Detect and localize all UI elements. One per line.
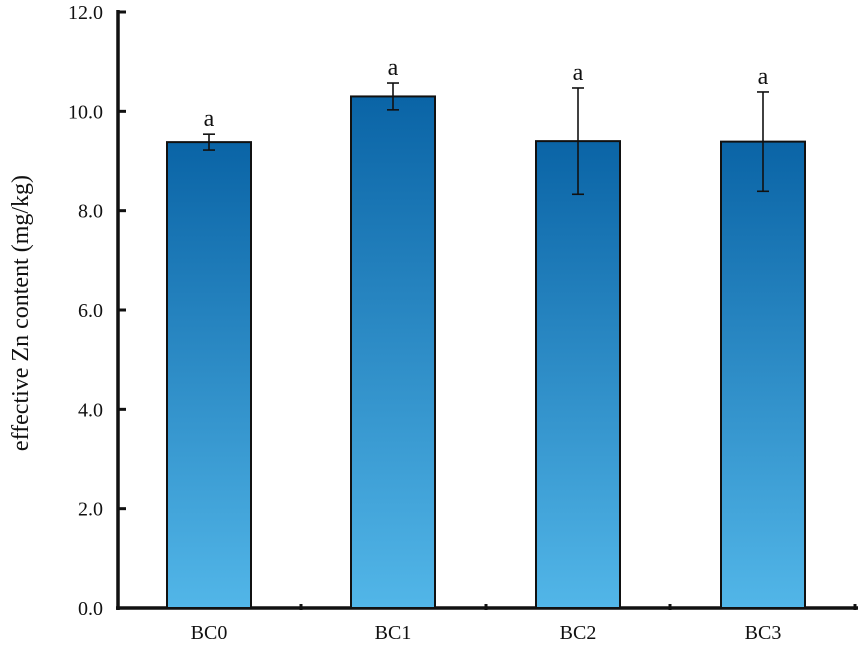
error-bars [203, 82, 769, 196]
y-tick-label: 12.0 [68, 2, 103, 24]
x-tick-label: BC2 [560, 622, 597, 644]
bar-bc0 [166, 141, 252, 609]
significance-label: a [573, 60, 584, 86]
error-bar-bc0 [203, 133, 215, 151]
bar-bc2 [535, 140, 621, 609]
labels: a a a a 0.0 2.0 4.0 6.0 8.0 10.0 12.0 BC0 BC1 BC2 BC3 [68, 2, 781, 644]
significance-label: a [388, 55, 399, 81]
bar-bc3 [720, 140, 806, 609]
bar-bc1 [350, 95, 436, 610]
y-axis-title: effective Zn content (mg/kg) [8, 175, 34, 451]
error-bar-bc2 [572, 87, 584, 196]
y-tick-label: 8.0 [78, 201, 103, 223]
bars [166, 95, 806, 610]
significance-label: a [758, 64, 769, 90]
x-tick-label: BC3 [745, 622, 782, 644]
y-tick-label: 6.0 [78, 300, 103, 322]
x-tick-label: BC1 [375, 622, 412, 644]
y-tick-label: 10.0 [68, 101, 103, 123]
error-bar-bc3 [757, 91, 769, 193]
y-tick-label: 2.0 [78, 499, 103, 521]
significance-label: a [204, 106, 215, 132]
error-bar-bc1 [387, 82, 399, 111]
x-tick-label: BC0 [191, 622, 228, 644]
y-tick-label: 0.0 [78, 598, 103, 620]
y-tick-label: 4.0 [78, 399, 103, 421]
